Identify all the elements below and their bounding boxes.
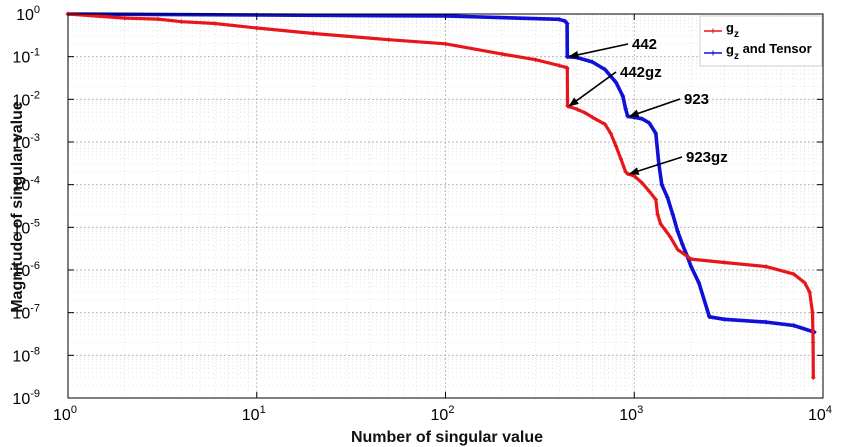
data-point	[675, 229, 680, 234]
data-point	[386, 37, 391, 42]
data-point	[670, 212, 675, 217]
data-point	[722, 260, 727, 265]
data-point	[212, 21, 218, 26]
y-tick-label: 10-2	[12, 89, 40, 109]
y-axis-title: Magnitude of singular value	[9, 101, 26, 313]
data-point	[655, 212, 660, 217]
legend-box	[699, 15, 823, 67]
data-point	[763, 264, 769, 269]
data-point	[802, 280, 807, 286]
data-point	[791, 271, 796, 277]
annotation-arrow	[568, 43, 629, 59]
y-tick-label: 10-7	[12, 303, 40, 323]
data-point	[608, 131, 613, 136]
y-tick-label: 10-8	[12, 345, 40, 365]
data-point	[562, 18, 568, 24]
data-point	[311, 31, 316, 36]
data-point	[659, 182, 665, 187]
data-point	[675, 247, 680, 252]
data-point	[646, 120, 652, 126]
data-point	[639, 116, 645, 121]
y-tick-label: 10-1	[12, 47, 40, 67]
data-point	[122, 15, 128, 21]
x-tick-label: 104	[808, 404, 832, 424]
x-tick-label: 103	[619, 404, 643, 424]
annotation-arrow	[628, 156, 683, 175]
data-point	[662, 227, 667, 232]
annotation-label: 442	[632, 36, 657, 53]
y-tick-label: 10-4	[12, 175, 40, 195]
legend-entry-1: gz and Tensor	[726, 41, 812, 62]
data-point	[811, 375, 816, 380]
data-point	[810, 340, 816, 345]
series-layer	[65, 11, 817, 380]
data-point	[254, 25, 259, 31]
data-point	[653, 197, 658, 202]
annotation-arrow	[628, 98, 681, 118]
data-point	[688, 256, 694, 262]
data-point	[639, 180, 645, 186]
annotation-label: 923gz	[686, 149, 728, 166]
series-markers-0	[65, 11, 816, 380]
data-point	[680, 242, 685, 247]
tick-labels: 100 101 102 103 104 100 10-1 10-2 10-3 10-4 10-5 10…	[12, 4, 832, 424]
data-point	[696, 280, 702, 286]
data-point	[613, 80, 619, 85]
x-axis-title: Number of singular value	[351, 429, 543, 446]
legend-marker-1	[710, 50, 716, 56]
data-point	[791, 323, 796, 328]
data-point	[602, 122, 608, 127]
data-point	[556, 63, 562, 68]
data-point	[179, 19, 184, 24]
data-point	[618, 156, 624, 162]
data-point	[620, 93, 626, 99]
data-point	[707, 314, 712, 320]
data-point	[602, 67, 608, 72]
y-tick-label: 100	[16, 4, 40, 24]
data-point	[443, 41, 448, 47]
data-point	[658, 221, 663, 227]
data-point	[763, 319, 769, 325]
data-point	[653, 131, 658, 136]
annotation-arrow	[568, 71, 617, 107]
data-point	[810, 310, 815, 315]
data-point	[807, 290, 812, 295]
y-tick-label: 10-9	[12, 388, 40, 408]
annotation-label: 923	[684, 91, 709, 108]
data-point	[613, 143, 619, 149]
data-point	[556, 17, 562, 22]
data-point	[533, 57, 538, 62]
data-point	[623, 106, 628, 111]
data-point	[500, 51, 505, 57]
data-point	[564, 21, 570, 26]
data-point	[590, 59, 595, 65]
annotations: 442 442gz 923 923gz	[568, 36, 728, 175]
x-tick-label: 100	[53, 404, 77, 424]
y-tick-label: 10-5	[12, 217, 40, 237]
legend-entry-0: gz	[726, 20, 739, 40]
data-point	[667, 234, 673, 239]
data-point	[722, 317, 727, 322]
data-point	[590, 115, 595, 120]
data-point	[665, 195, 670, 200]
annotation-label: 442gz	[620, 64, 662, 81]
data-point	[565, 66, 570, 71]
legend-marker-0	[710, 28, 716, 34]
data-point	[646, 189, 652, 194]
data-point	[155, 16, 161, 22]
data-point	[688, 264, 694, 269]
data-point	[583, 110, 588, 116]
y-tick-label: 10-3	[12, 132, 40, 152]
data-point	[575, 107, 580, 112]
y-tick-label: 10-6	[12, 260, 40, 280]
x-tick-label: 101	[242, 404, 266, 424]
x-tick-label: 102	[431, 404, 455, 424]
